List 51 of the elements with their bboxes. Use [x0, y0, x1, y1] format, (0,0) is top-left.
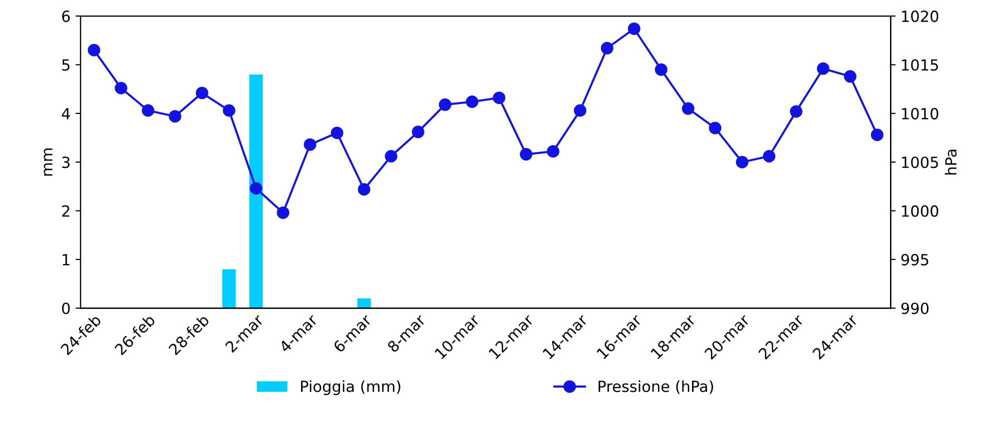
point — [654, 63, 668, 76]
y-tick-label: 2 — [62, 205, 70, 217]
bar — [222, 269, 236, 308]
point — [520, 148, 532, 161]
legend-label: Pressione (hPa) — [598, 380, 714, 394]
y2-axis-title: hPa — [944, 150, 957, 174]
point — [492, 92, 506, 104]
y-tick-label: 4 — [62, 108, 70, 120]
bar — [249, 74, 263, 308]
point — [546, 145, 560, 158]
point — [114, 82, 128, 94]
point — [466, 95, 478, 108]
point — [870, 128, 884, 142]
point — [330, 126, 344, 140]
bar — [357, 298, 371, 308]
point — [384, 150, 398, 163]
point — [250, 182, 262, 195]
point — [600, 42, 614, 54]
point — [762, 150, 776, 163]
point — [438, 98, 452, 111]
y-tick-label: 0 — [62, 302, 70, 314]
y2-tick-label: 1010 — [902, 108, 938, 120]
point — [142, 104, 154, 117]
point — [708, 122, 722, 134]
point — [790, 105, 802, 118]
y2-tick-label: 1000 — [902, 205, 938, 217]
y2-tick-label: 1015 — [902, 59, 938, 71]
legend-label: Pioggia (mm) — [301, 380, 400, 396]
point — [196, 86, 208, 100]
point — [682, 102, 694, 115]
y2-tick-label: 1005 — [902, 156, 938, 168]
point — [844, 70, 856, 83]
point — [276, 206, 290, 219]
y2-tick-label: 995 — [901, 254, 928, 266]
point — [736, 156, 748, 168]
point — [628, 22, 640, 35]
y-tick-label: 5 — [62, 59, 70, 71]
point — [88, 44, 100, 56]
y2-tick-label: 990 — [901, 302, 929, 314]
point — [304, 138, 316, 151]
y-tick-label: 1 — [62, 254, 70, 266]
y-axis-title: mm — [44, 148, 52, 176]
point — [412, 126, 424, 138]
point — [358, 183, 370, 196]
point — [816, 62, 830, 75]
y-tick-label: 3 — [62, 156, 70, 168]
point — [168, 110, 182, 123]
point — [222, 104, 236, 117]
y-tick-label: 6 — [62, 10, 70, 22]
y2-tick-label: 1020 — [902, 10, 938, 22]
point — [574, 104, 586, 117]
